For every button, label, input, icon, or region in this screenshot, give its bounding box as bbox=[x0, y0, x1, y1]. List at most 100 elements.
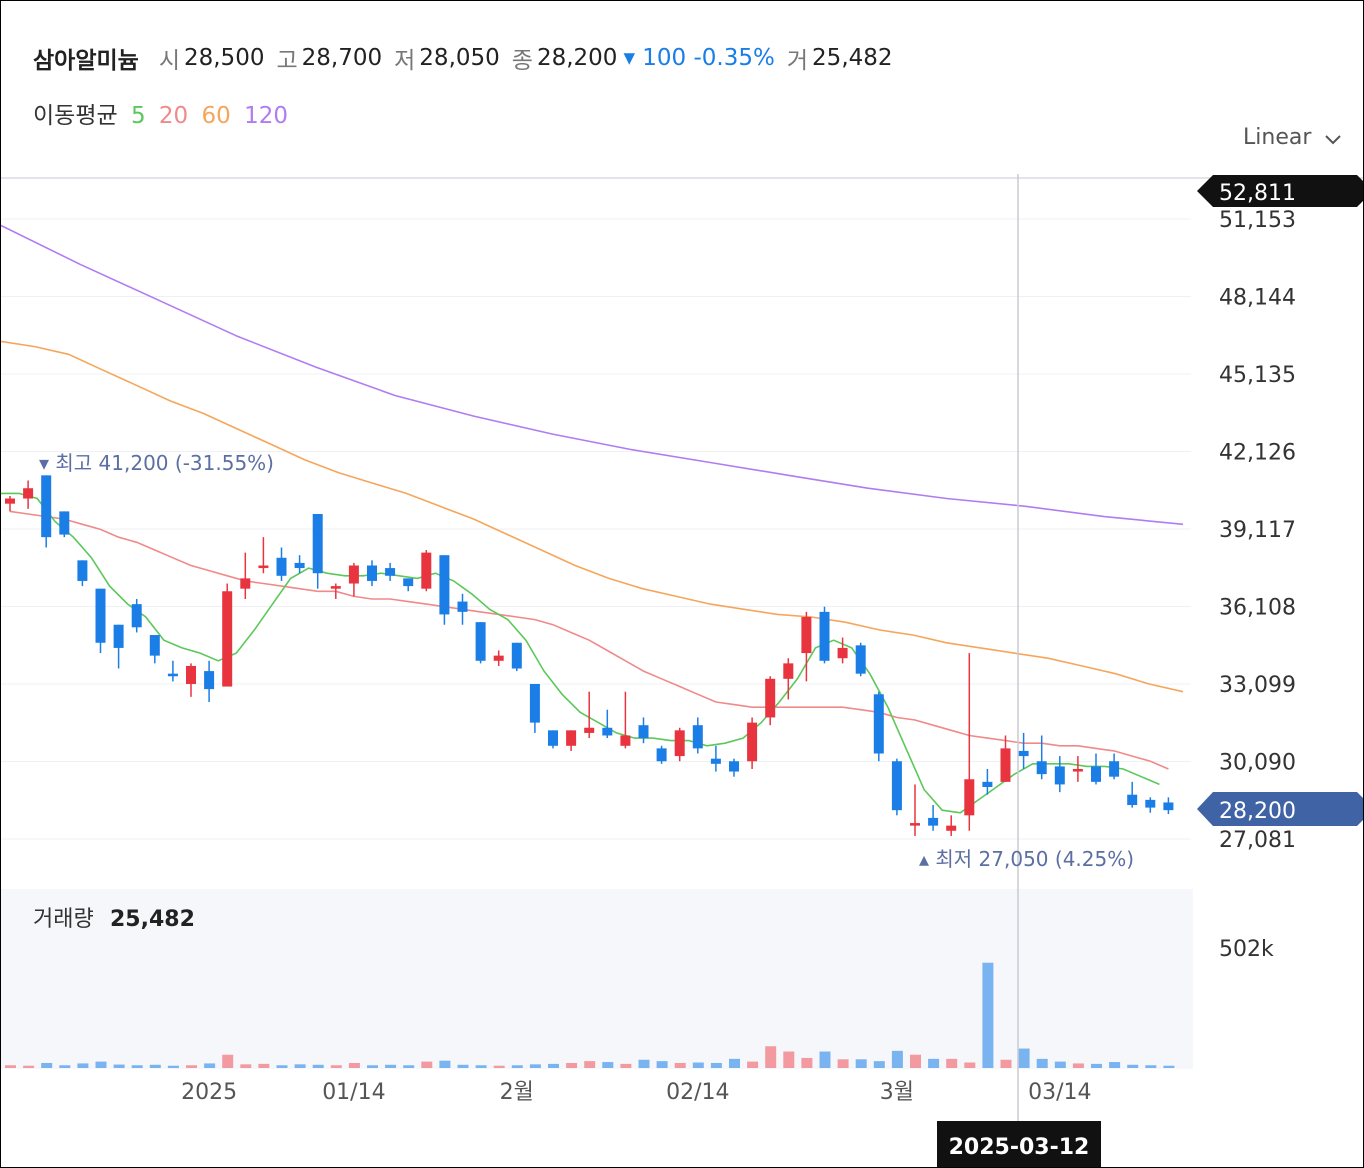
high-value: 28,700 bbox=[301, 45, 383, 71]
ma60-legend[interactable]: 60 bbox=[201, 103, 231, 129]
price-tick-label: 39,117 bbox=[1219, 518, 1296, 543]
volume-bar bbox=[946, 1058, 958, 1068]
candle-body bbox=[638, 725, 649, 739]
volume-bar bbox=[1054, 1061, 1066, 1068]
volume-bar bbox=[77, 1063, 89, 1068]
candle-body bbox=[548, 730, 558, 746]
candle-body bbox=[674, 730, 685, 757]
candle-body bbox=[113, 624, 124, 648]
candle-body bbox=[891, 761, 902, 811]
ma5-line bbox=[1, 492, 1160, 814]
candle-body bbox=[946, 825, 957, 831]
volume-value: 25,482 bbox=[812, 45, 893, 71]
ma5-legend[interactable]: 5 bbox=[130, 103, 146, 129]
volume-bar bbox=[566, 1062, 578, 1068]
candle-body bbox=[765, 678, 776, 718]
candle-body bbox=[529, 683, 540, 723]
ma60-line bbox=[1, 340, 1184, 693]
scale-selector[interactable]: Linear bbox=[1243, 125, 1342, 150]
candle-body bbox=[240, 578, 251, 589]
candle-body bbox=[692, 725, 703, 749]
candle-body bbox=[602, 727, 613, 736]
x-tick-label: 2월 bbox=[500, 1080, 534, 1105]
volume-bar bbox=[855, 1059, 867, 1068]
low-marker: ▴ 최저 27,050 (4.25%) bbox=[919, 847, 1134, 871]
volume-bar bbox=[1145, 1065, 1157, 1068]
ma-label: 이동평균 bbox=[33, 103, 118, 129]
ma20-legend[interactable]: 20 bbox=[158, 103, 189, 129]
volume-bar bbox=[928, 1058, 940, 1068]
volume-bar bbox=[258, 1063, 270, 1068]
candle-body bbox=[1018, 750, 1029, 757]
scale-value: Linear bbox=[1243, 125, 1312, 150]
volume-bar bbox=[330, 1065, 342, 1068]
candle-body bbox=[330, 586, 341, 589]
high-marker: ▾ 최고 41,200 (-31.55%) bbox=[39, 451, 274, 475]
stock-name: 삼아알미늄 bbox=[33, 48, 139, 74]
ma20-line bbox=[9, 510, 1169, 770]
candle-body bbox=[5, 498, 15, 504]
price-tick-label: 36,108 bbox=[1219, 596, 1296, 621]
volume-bar bbox=[312, 1064, 324, 1068]
candle-body bbox=[59, 511, 70, 535]
x-tick-label: 2025 bbox=[181, 1080, 237, 1105]
volume-bar bbox=[385, 1064, 397, 1068]
volume-bar bbox=[5, 1065, 16, 1068]
volume-label: 거 bbox=[786, 48, 809, 74]
volume-bar bbox=[783, 1051, 795, 1068]
volume-pane-bg bbox=[1, 889, 1193, 1069]
volume-legend-label: 거래량 bbox=[33, 907, 94, 932]
volume-bar bbox=[1036, 1058, 1048, 1068]
volume-bar bbox=[1091, 1063, 1102, 1068]
volume-bar bbox=[222, 1054, 234, 1068]
volume-bar bbox=[240, 1064, 252, 1068]
price-tick-label: 33,099 bbox=[1219, 673, 1296, 698]
candle-body bbox=[149, 635, 160, 656]
candle-body bbox=[204, 671, 215, 690]
volume-bar bbox=[548, 1063, 559, 1068]
volume-tick-label: 502k bbox=[1219, 937, 1274, 962]
volume-bar bbox=[1072, 1063, 1084, 1068]
candle-body bbox=[493, 655, 504, 661]
candle-body bbox=[457, 601, 468, 612]
volume-bar bbox=[511, 1065, 523, 1068]
volume-bar bbox=[41, 1062, 53, 1068]
open-value: 28,500 bbox=[183, 45, 265, 71]
candle-body bbox=[276, 557, 287, 576]
candle-body bbox=[41, 475, 52, 538]
candle-body bbox=[584, 727, 595, 733]
ma120-legend[interactable]: 120 bbox=[244, 103, 288, 129]
chevron-down-icon bbox=[1325, 135, 1342, 145]
candle-body bbox=[348, 565, 359, 584]
low-value: 28,050 bbox=[419, 45, 500, 71]
volume-bar bbox=[910, 1054, 921, 1068]
candle-body bbox=[1091, 766, 1101, 782]
candle-body bbox=[421, 552, 432, 589]
candle-body bbox=[1145, 799, 1156, 808]
candle-body bbox=[258, 565, 269, 569]
volume-bar bbox=[367, 1065, 378, 1068]
candle-body bbox=[511, 642, 522, 669]
x-tick-label: 02/14 bbox=[666, 1080, 729, 1105]
volume-bar bbox=[204, 1063, 216, 1068]
close-label: 종 bbox=[511, 48, 533, 74]
candle-body bbox=[439, 555, 450, 615]
candle-body bbox=[312, 513, 323, 574]
candle-body bbox=[747, 722, 758, 762]
candle-body bbox=[656, 748, 667, 762]
volume-bar bbox=[819, 1051, 831, 1068]
price-tick-label: 51,153 bbox=[1219, 208, 1296, 233]
volume-bar bbox=[1109, 1062, 1121, 1068]
volume-bar bbox=[439, 1060, 451, 1068]
high-label: 고 bbox=[276, 48, 298, 74]
candle-body bbox=[855, 645, 866, 674]
volume-bar bbox=[602, 1062, 614, 1068]
open-label: 시 bbox=[158, 48, 180, 74]
current-price-tag bbox=[1197, 792, 1363, 826]
volume-bar bbox=[873, 1061, 885, 1068]
crosshair-date-tag bbox=[937, 1121, 1101, 1167]
candle-body bbox=[1054, 766, 1065, 785]
candle-body bbox=[131, 604, 142, 628]
